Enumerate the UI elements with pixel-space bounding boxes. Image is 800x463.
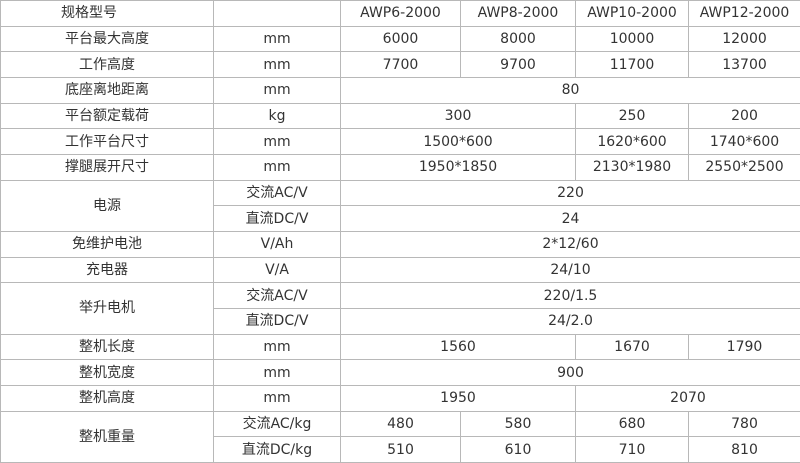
cell: 610 — [460, 436, 576, 463]
cell: 交流AC/kg — [213, 410, 341, 438]
model-name: AWP8-2000 — [460, 0, 576, 27]
cell: 交流AC/V — [213, 179, 341, 207]
cell: 7700 — [340, 51, 461, 78]
cell: 11700 — [575, 51, 689, 78]
cell: 整机重量 — [0, 410, 214, 463]
cell: V/Ah — [213, 230, 341, 258]
cell: 1740*600 — [688, 128, 800, 155]
cell: 免维护电池 — [0, 230, 214, 258]
spec-row: 免维护电池 V/Ah 2*12/60 — [0, 230, 800, 258]
cell: 900 — [340, 359, 800, 386]
cell: 2130*1980 — [575, 153, 689, 181]
cell: 工作高度 — [0, 51, 214, 78]
spec-row: 举升电机 交流AC/V 220/1.5 — [0, 282, 800, 335]
cell: mm — [213, 76, 341, 104]
cell: 2550*2500 — [688, 153, 800, 181]
cell: mm — [213, 153, 341, 181]
header-row: 规格型号 AWP6-2000 AWP8-2000 AWP10-2000 AWP12-20… — [0, 0, 800, 27]
cell: 底座离地距离 — [0, 76, 214, 104]
cell: 250 — [575, 102, 689, 130]
spec-row: 充电器 V/A 24/10 — [0, 256, 800, 284]
cell: 直流DC/V — [213, 307, 341, 335]
cell: 24/10 — [340, 256, 800, 284]
spec-row: 工作高度 mm 7700 9700 11700 13700 — [0, 51, 800, 78]
cell: 整机宽度 — [0, 359, 214, 386]
model-name: AWP12-2000 — [688, 0, 800, 27]
cell: 200 — [688, 102, 800, 130]
cell: 直流DC/kg — [213, 436, 341, 463]
cell: 580 — [460, 410, 576, 438]
cell: mm — [213, 128, 341, 155]
cell: 300 — [340, 102, 576, 130]
cell: 1790 — [688, 333, 800, 361]
cell: 电源 — [0, 179, 214, 232]
model-name: AWP6-2000 — [340, 0, 461, 27]
cell: 工作平台尺寸 — [0, 128, 214, 155]
cell: 810 — [688, 436, 800, 463]
header-label: 规格型号 — [0, 0, 214, 27]
cell: 13700 — [688, 51, 800, 78]
cell: 510 — [340, 436, 461, 463]
spec-row: 整机宽度 mm 900 — [0, 359, 800, 386]
cell: 平台最大高度 — [0, 25, 214, 53]
cell: 充电器 — [0, 256, 214, 284]
spec-row: 电源 交流AC/V 220 — [0, 179, 800, 232]
cell: 220/1.5 — [340, 282, 800, 309]
cell: mm — [213, 25, 341, 53]
cell: 1670 — [575, 333, 689, 361]
cell: 220 — [340, 179, 800, 207]
cell: 1500*600 — [340, 128, 576, 155]
cell: 2*12/60 — [340, 230, 800, 258]
spec-row: 直流DC/V 24 — [1, 205, 800, 232]
cell: 24/2.0 — [340, 307, 800, 335]
cell: 24 — [340, 205, 800, 232]
cell: 平台额定载荷 — [0, 102, 214, 130]
spec-row: 平台最大高度 mm 6000 8000 10000 12000 — [0, 25, 800, 53]
cell: 12000 — [688, 25, 800, 53]
empty-cell — [213, 0, 341, 27]
cell: V/A — [213, 256, 341, 284]
cell: 整机长度 — [0, 333, 214, 361]
spec-row: 整机长度 mm 1560 1670 1790 — [0, 333, 800, 361]
cell: 1950 — [340, 384, 576, 412]
cell: 1620*600 — [575, 128, 689, 155]
cell: mm — [213, 359, 341, 386]
cell: 撑腿展开尺寸 — [0, 153, 214, 181]
cell: mm — [213, 51, 341, 78]
cell: 9700 — [460, 51, 576, 78]
spec-row: 底座离地距离 mm 80 — [0, 76, 800, 104]
cell: 直流DC/V — [213, 205, 341, 232]
cell: 整机高度 — [0, 384, 214, 412]
spec-row: 整机高度 mm 1950 2070 — [0, 384, 800, 412]
spec-row: 直流DC/V 24/2.0 — [1, 307, 800, 335]
cell: 10000 — [575, 25, 689, 53]
cell: 2070 — [575, 384, 800, 412]
cell: 举升电机 — [0, 282, 214, 335]
cell: mm — [213, 384, 341, 412]
cell: 780 — [688, 410, 800, 438]
cell: 交流AC/V — [213, 282, 341, 309]
cell: 680 — [575, 410, 689, 438]
cell: 1950*1850 — [340, 153, 576, 181]
cell: kg — [213, 102, 341, 130]
cell: 710 — [575, 436, 689, 463]
spec-row: 平台额定载荷 kg 300 250 200 — [0, 102, 800, 130]
cell: 80 — [340, 76, 800, 104]
spec-row: 工作平台尺寸 mm 1500*600 1620*600 1740*600 — [0, 128, 800, 155]
cell: 480 — [340, 410, 461, 438]
model-name: AWP10-2000 — [575, 0, 689, 27]
cell: 8000 — [460, 25, 576, 53]
cell: 1560 — [340, 333, 576, 361]
spec-row: 整机重量 交流AC/kg 480 580 680 780 — [0, 410, 800, 463]
spec-row: 撑腿展开尺寸 mm 1950*1850 2130*1980 2550*2500 — [0, 153, 800, 181]
cell: 6000 — [340, 25, 461, 53]
cell: mm — [213, 333, 341, 361]
